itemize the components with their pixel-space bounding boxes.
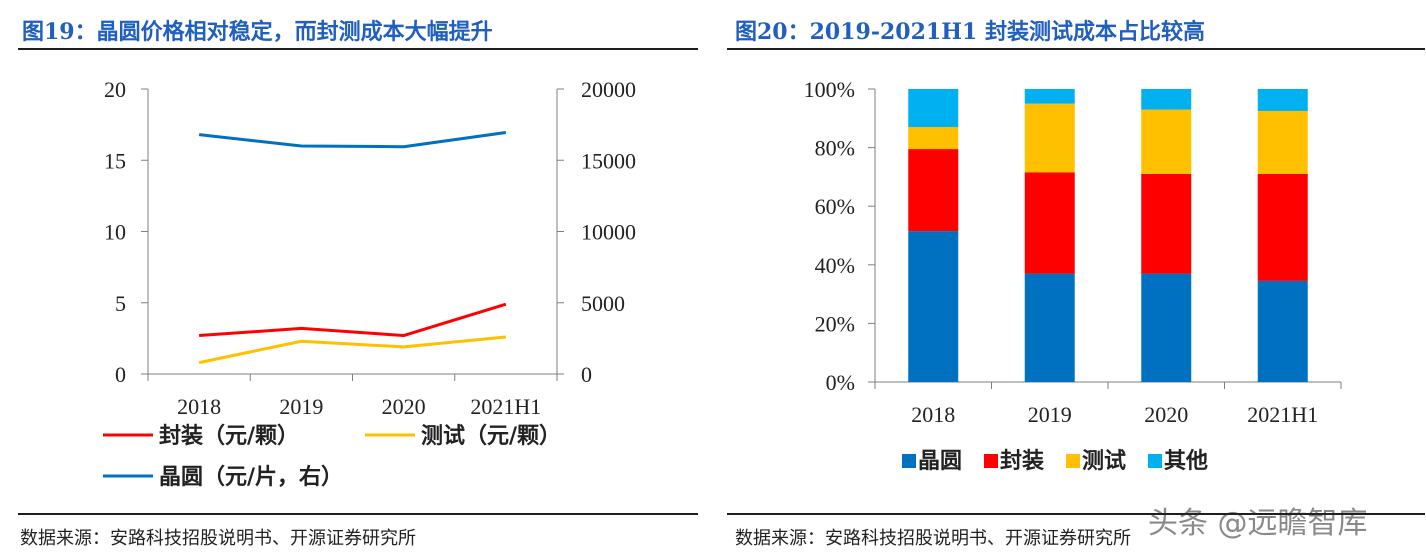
x-tick-label: 2020 <box>1144 402 1188 427</box>
legend-label: 测试 <box>1082 449 1126 474</box>
bar-segment <box>1024 172 1075 274</box>
figure-20-source: 数据来源：安路科技招股说明书、开源证券研究所 <box>735 528 1131 549</box>
left-y-tick-label: 10 <box>104 220 126 245</box>
legend-label: 其他 <box>1164 449 1208 474</box>
legend-label: 晶圆（元/片，右） <box>159 465 343 490</box>
x-tick-label: 2019 <box>279 394 323 419</box>
bar-segment <box>908 231 959 382</box>
bar-segment <box>1141 109 1192 174</box>
bar-segment <box>908 149 959 232</box>
y-tick-label: 20% <box>815 311 855 336</box>
left-y-tick-label: 5 <box>115 291 126 316</box>
bar-segment <box>1257 280 1308 382</box>
bar-segment <box>1141 173 1192 274</box>
bar-segment <box>1024 103 1075 173</box>
bar-segment <box>1024 273 1075 382</box>
bar-segment <box>1257 173 1308 281</box>
top-rule <box>18 48 698 50</box>
x-tick-label: 2021H1 <box>1247 402 1318 427</box>
figure-19-source: 数据来源：安路科技招股说明书、开源证券研究所 <box>20 528 416 549</box>
y-tick-label: 80% <box>815 136 855 161</box>
bar-segment <box>1257 110 1308 174</box>
left-y-tick-label: 20 <box>104 77 126 102</box>
y-tick-label: 60% <box>815 194 855 219</box>
legend-swatch <box>1066 454 1080 468</box>
bar-segment <box>1141 273 1192 382</box>
figure-20-title: 图20：2019-2021H1 封装测试成本占比较高 <box>735 19 1205 45</box>
y-tick-label: 40% <box>815 253 855 278</box>
series-line <box>198 335 507 365</box>
bar-segment <box>908 127 959 150</box>
figure-19-line-chart: 0 5 10 15 20 0 5000 10000 15000 20000 2018 2019 2020… <box>103 77 636 490</box>
right-y-tick-label: 5000 <box>581 291 625 316</box>
y-tick-label: 100% <box>804 77 855 102</box>
legend-label: 封装（元/颗） <box>159 424 299 449</box>
watermark: 头条 @远瞻智库 <box>1148 506 1368 541</box>
top-rule <box>727 48 1425 50</box>
legend-label: 测试（元/颗） <box>421 424 561 449</box>
bar-segment <box>1141 89 1192 110</box>
left-y-tick-label: 15 <box>104 148 126 173</box>
bar-segment <box>1024 89 1075 104</box>
left-y-tick-label: 0 <box>115 362 126 387</box>
x-tick-label: 2021H1 <box>470 394 541 419</box>
x-tick-label: 2020 <box>382 394 426 419</box>
legend-swatch <box>984 454 998 468</box>
series-line <box>199 302 507 338</box>
bottom-rule <box>18 513 698 515</box>
x-tick-label: 2019 <box>1028 402 1072 427</box>
right-y-tick-label: 20000 <box>581 77 636 102</box>
y-tick-label: 0% <box>826 370 855 395</box>
figure-19-title: 图19：晶圆价格相对稳定，而封测成本大幅提升 <box>22 19 493 45</box>
legend-swatch <box>902 454 916 468</box>
legend-label: 封装 <box>1000 449 1044 474</box>
right-y-tick-label: 10000 <box>581 220 636 245</box>
series-line <box>198 130 507 149</box>
figure-19-panel: 图19：晶圆价格相对稳定，而封测成本大幅提升 0 5 10 15 20 0 5000 1000… <box>18 19 698 549</box>
legend-label: 晶圆 <box>918 449 962 474</box>
bottom-rule <box>727 513 1425 515</box>
x-tick-label: 2018 <box>177 394 221 419</box>
figure-20-panel: 图20：2019-2021H1 封装测试成本占比较高 0% 20% 40% 60% 80… <box>713 0 1426 559</box>
bar-segment <box>908 89 959 128</box>
legend-swatch <box>1148 454 1162 468</box>
x-tick-label: 2018 <box>911 402 955 427</box>
right-y-tick-label: 15000 <box>581 148 636 173</box>
bar-segment <box>1257 89 1308 111</box>
figure-20-stacked-bar-chart: 0% 20% 40% 60% 80% 100% 2018 2019 2020 2021H1 晶圆 封装… <box>804 77 1342 474</box>
right-y-tick-label: 0 <box>581 362 592 387</box>
